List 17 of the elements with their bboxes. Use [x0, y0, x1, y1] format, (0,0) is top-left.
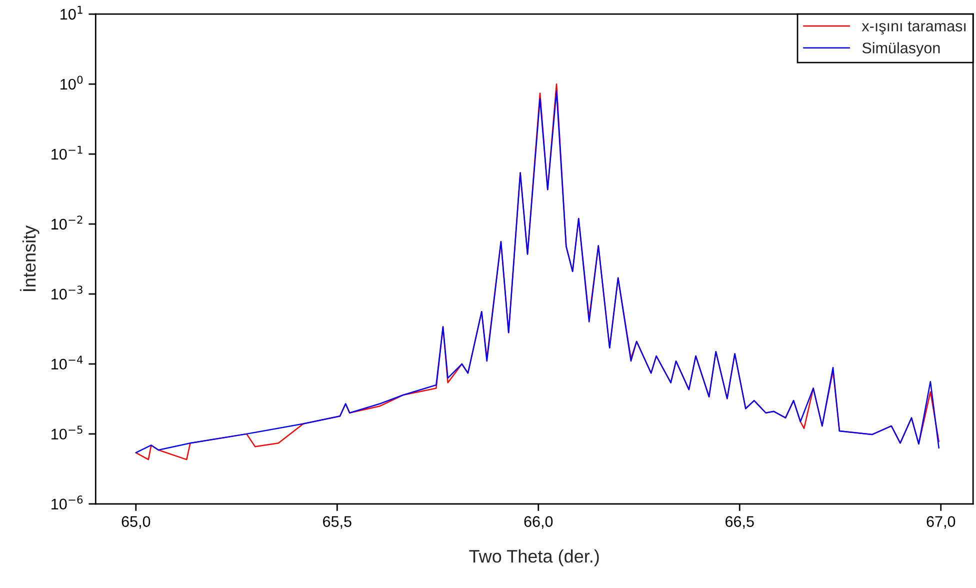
x-tick-label: 65,0	[122, 516, 150, 529]
x-tick-label: 66,0	[524, 516, 553, 529]
x-tick-label: 66,5	[726, 516, 754, 529]
legend-label: Simülasyon	[862, 42, 940, 56]
y-tick-label: 10$^{−2}$	[52, 216, 82, 230]
legend-label: x-ışını taraması	[862, 21, 966, 35]
y-tick-label: 10$^{−6}$	[52, 496, 83, 510]
y-tick-label: 10$^{−3}$	[52, 286, 82, 300]
x-tick-label: 67,0	[926, 516, 956, 529]
x-tick-label: 65,5	[323, 516, 352, 529]
y-tick-label: 10$^{0}$	[60, 76, 83, 90]
y-tick-label: 10$^{−4}$	[52, 356, 83, 370]
x-axis-title: Two Theta (der.)	[469, 549, 599, 566]
y-tick-label: 10$^{1}$	[60, 6, 82, 20]
y-tick-label: 10$^{−1}$	[52, 146, 82, 160]
y-tick-label: 10$^{−5}$	[52, 426, 82, 440]
y-axis-title: İntensity	[20, 225, 40, 291]
